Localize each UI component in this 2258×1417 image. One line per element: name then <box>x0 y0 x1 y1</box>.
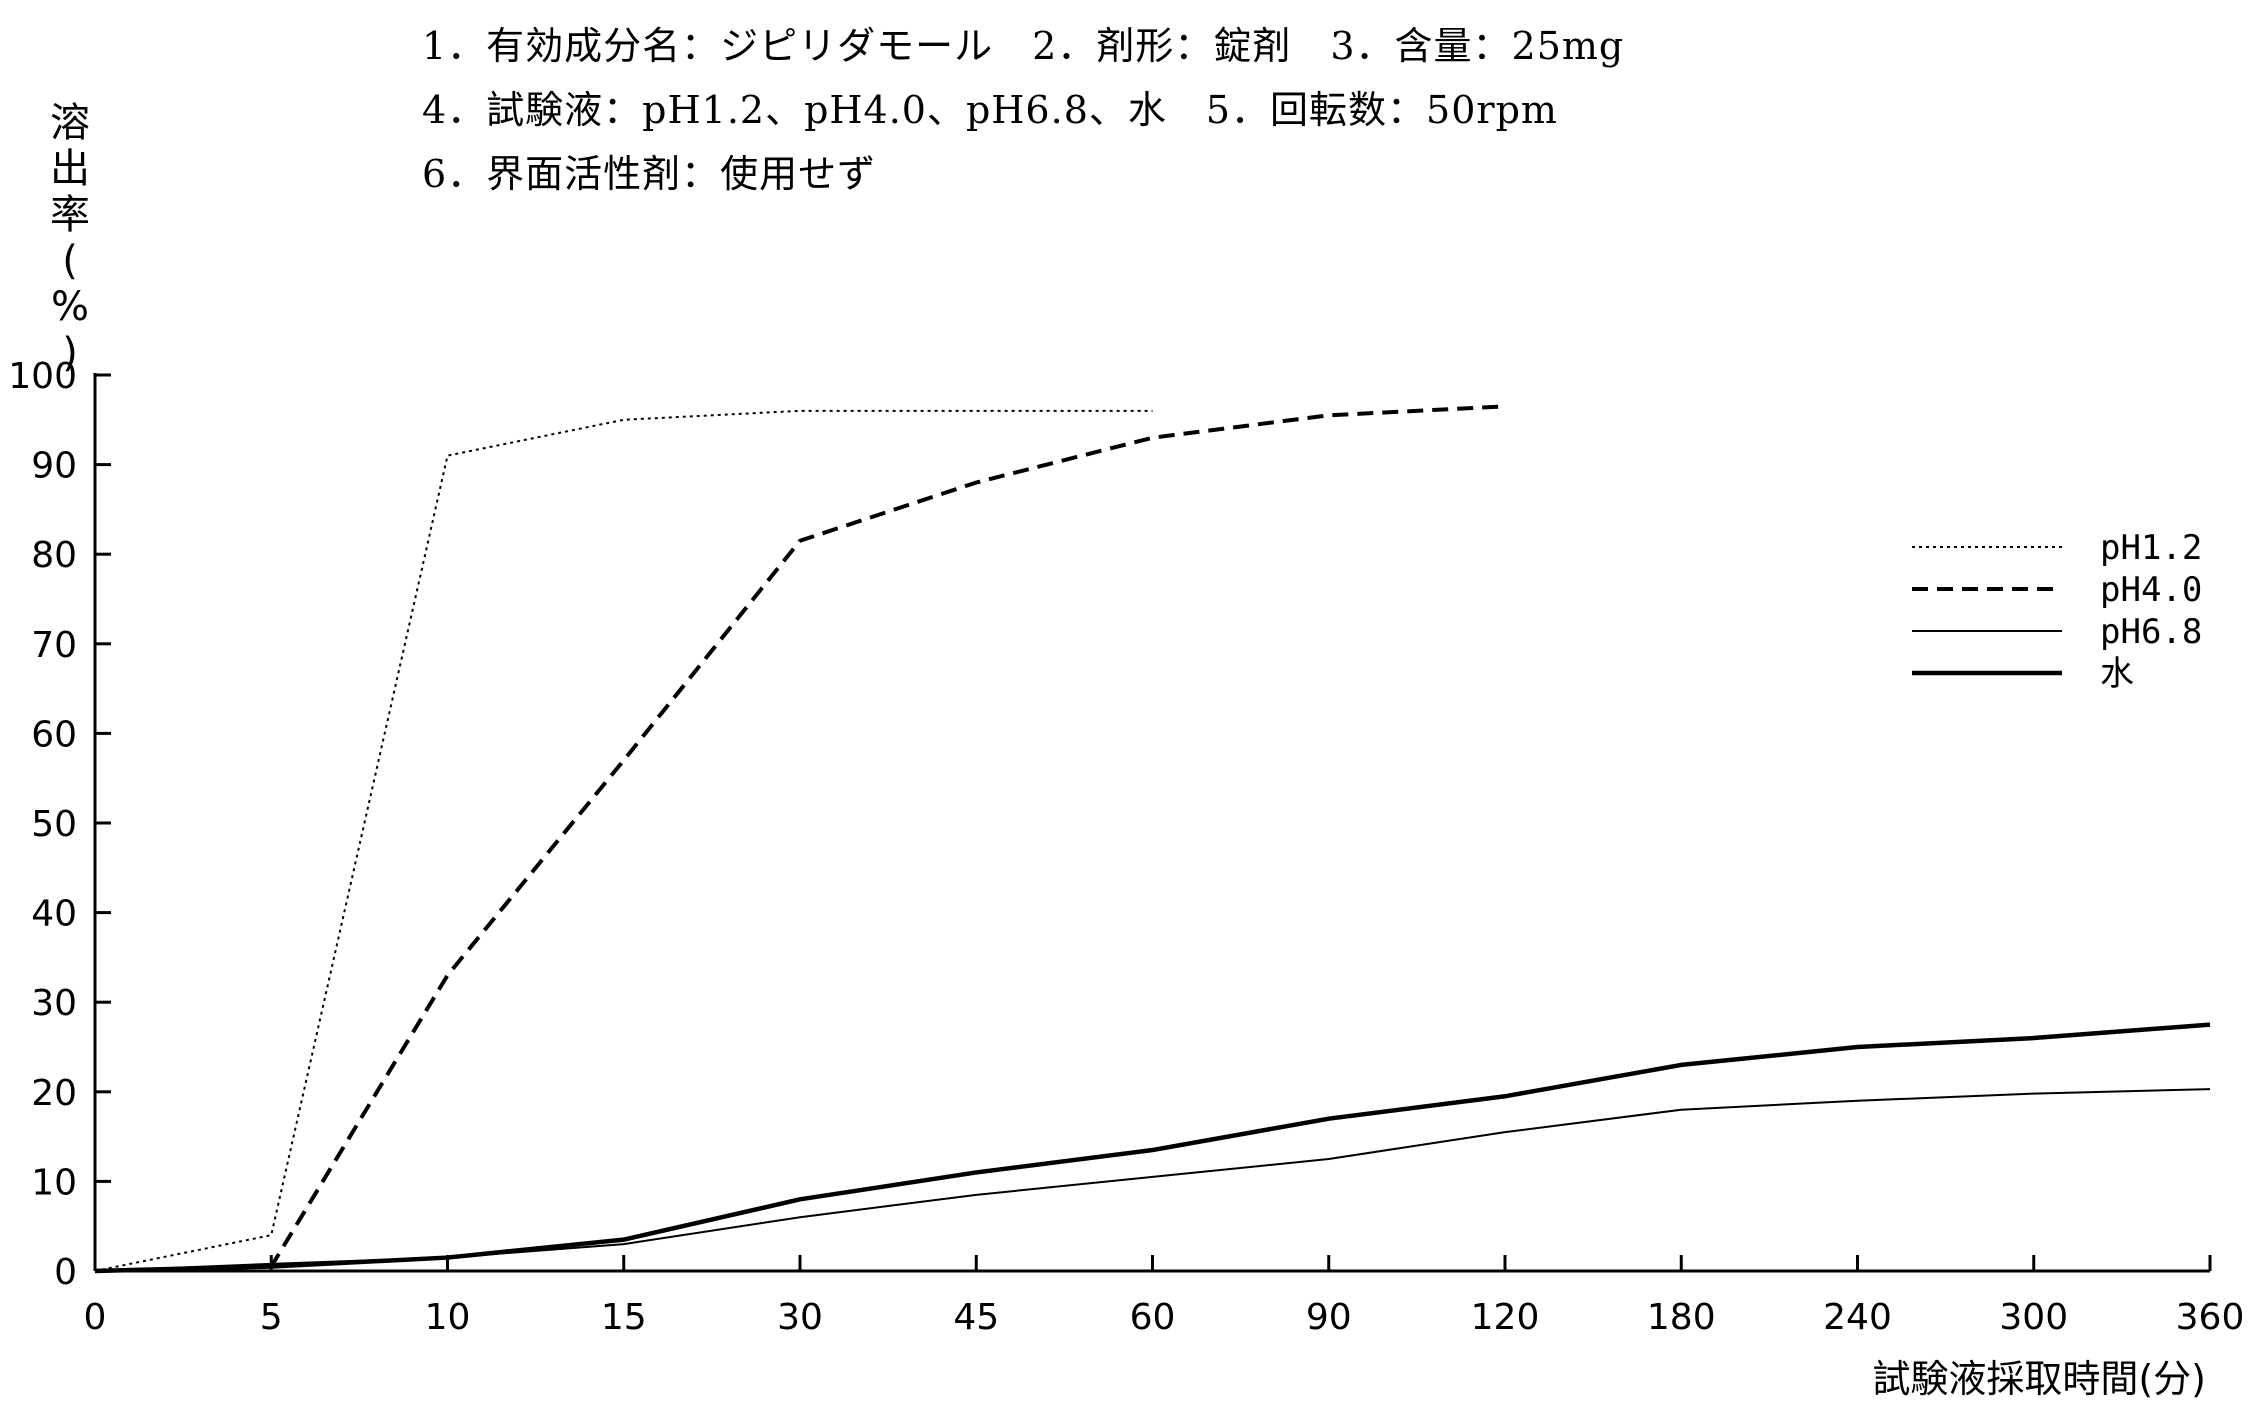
x-tick-label: 360 <box>2176 1297 2245 1338</box>
y-tick-label: 10 <box>31 1162 77 1203</box>
y-tick-label: 20 <box>31 1073 77 1114</box>
legend-label: pH4.0 <box>2100 570 2202 610</box>
y-tick-label: 80 <box>31 535 77 576</box>
chart-header: 1．有効成分名：ジピリダモール 2．剤形：錠剤 3．含量：25mg 4．試験液：… <box>422 14 1624 206</box>
x-tick-label: 15 <box>601 1297 647 1338</box>
x-axis-label: 試験液採取時間(分) <box>1872 1357 2206 1401</box>
y-axis-label-char: 率 <box>50 192 90 238</box>
x-tick-label: 10 <box>425 1297 471 1338</box>
y-tick-label: 100 <box>8 356 77 397</box>
axes <box>93 373 2210 1273</box>
y-tick-label: 40 <box>31 894 77 935</box>
y-tick-label: 70 <box>31 625 77 666</box>
x-tick-label: 240 <box>1823 1297 1892 1338</box>
x-ticks: 0 5 10 15 30 45 60 90 120 180 240 300 360 <box>84 1255 2245 1338</box>
x-tick-label: 30 <box>777 1297 823 1338</box>
y-axis-label-char: % <box>50 284 89 330</box>
series-line-2 <box>94 1088 2211 1272</box>
y-tick-label: 50 <box>31 804 77 845</box>
legend-label: pH1.2 <box>2100 528 2202 568</box>
x-tick-label: 0 <box>84 1297 107 1338</box>
y-axis-label-char: 出 <box>50 146 90 192</box>
header-line-2: 4．試験液：pH1.2、pH4.0、pH6.8、水 5．回転数：50rpm <box>422 88 1558 132</box>
series-lines <box>94 404 2211 1274</box>
y-tick-label: 0 <box>54 1252 77 1293</box>
y-ticks: 0 10 20 30 40 50 60 70 80 90 100 <box>8 356 111 1293</box>
x-tick-label: 5 <box>260 1297 283 1338</box>
series-line-1 <box>94 404 1506 1273</box>
legend-label: 水 <box>2100 654 2134 694</box>
y-axis-label: 溶出率(%) <box>40 100 100 376</box>
series-line-3 <box>94 1022 2211 1274</box>
x-tick-label: 300 <box>1999 1297 2068 1338</box>
y-axis-label-char: ) <box>62 330 78 376</box>
x-tick-label: 180 <box>1647 1297 1716 1338</box>
series-line-0 <box>94 409 1153 1272</box>
y-tick-label: 90 <box>31 446 77 487</box>
legend-label: pH6.8 <box>2100 612 2202 652</box>
header-line-1: 1．有効成分名：ジピリダモール 2．剤形：錠剤 3．含量：25mg <box>422 24 1625 68</box>
header-line-3: 6．界面活性剤：使用せず <box>422 152 877 196</box>
y-axis-label-char: ( <box>62 238 78 284</box>
x-tick-label: 45 <box>953 1297 999 1338</box>
y-tick-label: 60 <box>31 714 77 755</box>
x-tick-label: 60 <box>1130 1297 1176 1338</box>
y-axis-label-char: 溶 <box>50 100 90 146</box>
y-tick-label: 30 <box>31 983 77 1024</box>
x-tick-label: 90 <box>1306 1297 1352 1338</box>
x-tick-label: 120 <box>1471 1297 1540 1338</box>
